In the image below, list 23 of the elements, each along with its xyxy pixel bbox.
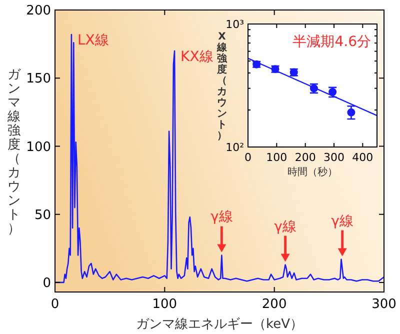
x-axis-title: 時間（秒）: [288, 166, 338, 178]
annotation: γ線: [331, 213, 354, 230]
annotation: γ線: [274, 218, 296, 235]
y-tick-label: 50: [34, 208, 51, 223]
x-tick-label: 400: [352, 151, 374, 164]
y-tick-label: 0: [42, 276, 51, 292]
x-tick-label: 300: [324, 151, 344, 164]
text: ガンマ線強度（カウント）: [8, 68, 20, 237]
x-tick-label: 200: [262, 297, 287, 312]
y-tick-label: 150: [26, 72, 51, 87]
annotation: γ線: [210, 209, 233, 226]
y-tick-label: 200: [26, 4, 51, 19]
text: X線強度（カウント）: [217, 32, 227, 142]
y-tick-label: 10²: [226, 140, 244, 154]
annotation: 半減期4.6分: [292, 34, 371, 50]
annotation: LX線: [77, 32, 109, 49]
x-axis-title: ガンマ線エネルギー（keV）: [136, 317, 303, 332]
x-tick-label: 100: [152, 297, 178, 312]
y-tick-label: 10³: [226, 18, 244, 31]
x-tick-label: 100: [266, 151, 288, 164]
annotation: KX線: [180, 48, 214, 65]
x-tick-label: 300: [372, 297, 396, 312]
x-tick-label: 200: [294, 151, 316, 164]
